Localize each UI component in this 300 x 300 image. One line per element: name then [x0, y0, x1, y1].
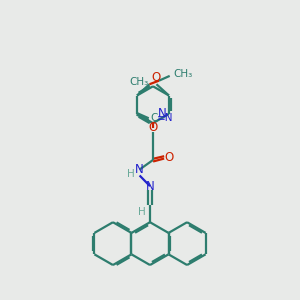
Text: H: H: [128, 169, 135, 179]
Text: N: N: [135, 163, 144, 176]
Text: ≡N: ≡N: [157, 113, 173, 123]
Text: O: O: [152, 71, 161, 84]
Text: O: O: [148, 121, 158, 134]
Text: C: C: [150, 113, 158, 123]
Text: N: N: [158, 107, 167, 120]
Text: CH₃: CH₃: [174, 69, 193, 79]
Text: H: H: [138, 207, 146, 217]
Text: N: N: [146, 180, 154, 193]
Text: CH₃: CH₃: [130, 77, 149, 87]
Text: O: O: [164, 151, 174, 164]
